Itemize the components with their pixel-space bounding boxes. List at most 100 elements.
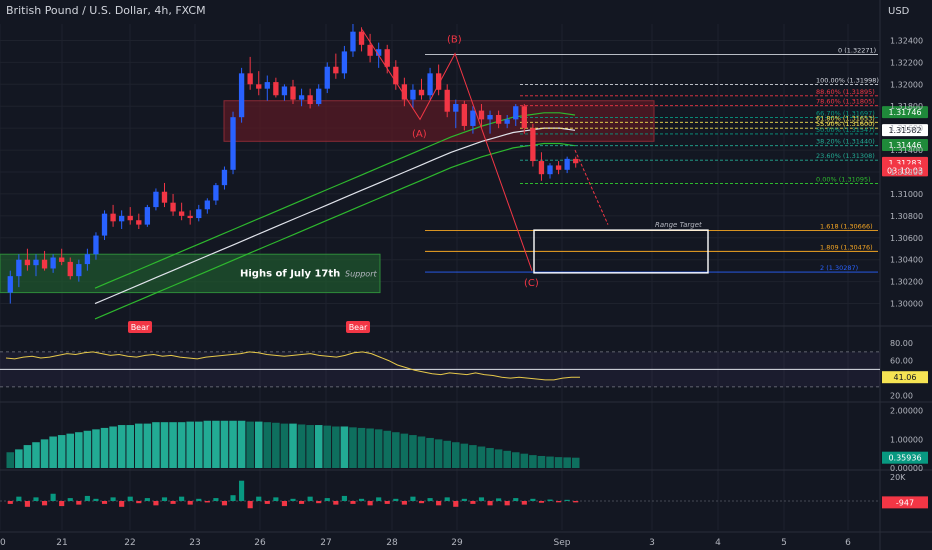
histogram-bar bbox=[83, 430, 92, 468]
histogram-bar bbox=[306, 425, 314, 468]
candle-body bbox=[76, 264, 82, 277]
zones: Highs of July 17th Support bbox=[0, 100, 655, 294]
candle-body bbox=[7, 276, 13, 293]
candle-body bbox=[530, 128, 536, 162]
volume-bar bbox=[341, 495, 347, 501]
range-target-label: Range Target bbox=[655, 221, 702, 229]
range-target-box bbox=[533, 229, 709, 274]
volume-bar bbox=[281, 501, 288, 507]
candle-body bbox=[538, 161, 545, 175]
candle-body bbox=[504, 119, 510, 124]
volume-bar bbox=[247, 501, 253, 509]
histogram-bar bbox=[297, 424, 306, 468]
volume-bar bbox=[16, 496, 22, 501]
fib-label: 38.20% (1.31440) bbox=[816, 138, 875, 146]
candle-body bbox=[513, 106, 519, 120]
histogram-bar bbox=[554, 457, 563, 468]
candle-body bbox=[110, 213, 116, 222]
candle-body bbox=[221, 169, 228, 186]
volume-bar bbox=[153, 501, 159, 506]
zone-box bbox=[223, 100, 655, 142]
histogram-bar bbox=[23, 445, 32, 468]
candle-body bbox=[521, 106, 527, 129]
histogram-bar bbox=[177, 422, 186, 468]
candle-body bbox=[435, 73, 442, 90]
volume-bar bbox=[478, 497, 485, 501]
candle-body bbox=[93, 235, 99, 255]
volume-bar bbox=[453, 501, 459, 507]
volume-bar bbox=[7, 501, 13, 504]
histogram-bar bbox=[254, 421, 263, 468]
moving-average-line bbox=[94, 127, 576, 305]
oscillator-tick: 80.00 bbox=[890, 339, 913, 348]
histogram-bar bbox=[417, 436, 426, 468]
candle-body bbox=[564, 158, 570, 170]
histogram-tick: 2.00000 bbox=[890, 407, 923, 416]
volume-bar bbox=[513, 498, 519, 501]
candle-body bbox=[67, 261, 73, 277]
histogram-bar bbox=[220, 420, 229, 468]
histogram-bar bbox=[92, 429, 100, 468]
volume-bar bbox=[196, 498, 202, 501]
histogram-bar bbox=[194, 421, 203, 468]
candle-body bbox=[119, 215, 125, 222]
wave-label: (C) bbox=[524, 278, 539, 289]
y-tick-label: 1.31400 bbox=[890, 146, 923, 155]
oscillator-value-badge bbox=[882, 371, 928, 384]
histogram-bar bbox=[392, 432, 400, 468]
moving-average-bands bbox=[94, 112, 576, 320]
x-tick-label: 23 bbox=[189, 538, 200, 548]
fib-label: 78.60% (1.31805) bbox=[816, 98, 875, 106]
histogram-bar bbox=[460, 443, 469, 468]
x-tick-label: 0 bbox=[0, 538, 6, 548]
histogram-bar bbox=[503, 450, 511, 468]
candle-body bbox=[298, 95, 305, 100]
candle-body bbox=[358, 31, 365, 45]
histogram-bar bbox=[272, 422, 280, 468]
histogram-bar bbox=[383, 430, 392, 468]
candle-body bbox=[427, 73, 433, 96]
wave-label: (A) bbox=[412, 129, 427, 140]
price-badge-label: 1.31582 bbox=[888, 126, 921, 135]
histogram-value-badge bbox=[882, 451, 928, 464]
histogram-bar bbox=[246, 421, 254, 468]
y-tick-label: 1.31000 bbox=[890, 190, 923, 199]
y-tick-label: 1.32200 bbox=[890, 58, 923, 67]
y-tick-label: 1.31800 bbox=[890, 102, 923, 111]
candles bbox=[7, 24, 579, 304]
price-badge bbox=[882, 106, 928, 119]
histogram-bar bbox=[409, 435, 417, 468]
y-tick-label: 1.31600 bbox=[890, 124, 923, 133]
volume-bar bbox=[410, 496, 416, 501]
volume-bar bbox=[187, 501, 193, 505]
volume-bar bbox=[324, 498, 330, 501]
histogram-bar bbox=[434, 439, 443, 468]
fib-label: 2 (1.30287) bbox=[820, 264, 858, 272]
volume-bar bbox=[161, 497, 168, 501]
y-tick-label: 1.30000 bbox=[890, 300, 923, 309]
histogram-bar bbox=[6, 452, 15, 468]
candle-body bbox=[196, 209, 202, 219]
histogram-bar bbox=[340, 426, 349, 468]
candle-body bbox=[547, 165, 553, 175]
currency-label[interactable]: USD bbox=[888, 6, 910, 17]
histogram-bar bbox=[426, 437, 434, 468]
annotations: (A) (B) (C) Range Target 1.31746 1.31582 1.314… bbox=[361, 29, 928, 289]
fib-label: 50.00% (1.31547) bbox=[816, 126, 875, 134]
volume-bar bbox=[436, 501, 442, 506]
fib-label: 1.618 (1.30666) bbox=[820, 223, 873, 231]
x-tick-label: 27 bbox=[320, 538, 331, 548]
chart-title: British Pound / U.S. Dollar, 4h, FXCM bbox=[6, 4, 206, 17]
histogram-bar bbox=[49, 436, 57, 468]
oscillator-line bbox=[5, 351, 580, 381]
candle-body bbox=[84, 254, 91, 265]
x-tick-label: 21 bbox=[56, 538, 67, 548]
histogram-bar bbox=[212, 420, 220, 468]
histogram-bar bbox=[349, 427, 357, 468]
histogram-bar bbox=[117, 425, 126, 468]
volume-bar bbox=[496, 498, 502, 501]
volume-bar bbox=[504, 501, 510, 506]
wave-path bbox=[361, 29, 533, 271]
